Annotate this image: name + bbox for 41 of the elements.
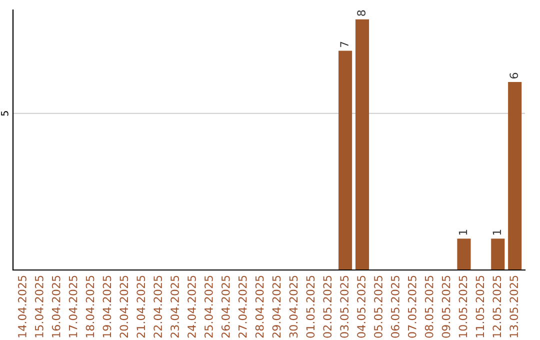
x-tick-label: 21.04.2025 — [136, 276, 146, 338]
x-tick-label: 22.04.2025 — [154, 276, 162, 338]
bar — [457, 238, 471, 270]
x-tick-label: 15.04.2025 — [34, 276, 44, 338]
bar — [491, 238, 505, 270]
x-tick-label: 20.04.2025 — [120, 276, 128, 338]
data-label: 1 — [492, 230, 501, 235]
x-tick-label: 27.04.2025 — [238, 276, 247, 338]
x-tick-label: 14.04.2025 — [18, 276, 26, 338]
bar — [508, 82, 522, 270]
x-tick-label: 23.04.2025 — [170, 276, 179, 338]
x-tick-label: 24.04.2025 — [188, 276, 196, 338]
x-tick-label: 05.05.2025 — [374, 276, 382, 338]
x-tick-label: 12.05.2025 — [492, 276, 502, 338]
x-tick-label: 16.04.2025 — [52, 276, 60, 338]
x-tick-label: 10.05.2025 — [458, 276, 468, 338]
x-tick-label: 01.05.2025 — [306, 276, 315, 338]
x-tick-label: 06.05.2025 — [390, 276, 400, 338]
x-tick-label: 09.05.2025 — [442, 276, 450, 338]
x-tick-label: 25.04.2025 — [204, 276, 213, 338]
x-tick-label: 04.05.2025 — [357, 276, 366, 338]
x-tick-label: 02.05.2025 — [323, 276, 332, 338]
x-tick-label: 29.04.2025 — [272, 276, 281, 338]
x-tick-label: 03.05.2025 — [340, 276, 349, 338]
x-tick-label: 08.05.2025 — [424, 276, 434, 338]
data-label: 1 — [458, 230, 468, 235]
data-label: 6 — [510, 72, 518, 78]
bar — [355, 19, 370, 270]
data-label: 8 — [357, 10, 366, 16]
ref-line-label: 5 — [1, 111, 8, 116]
x-tick-label: 11.05.2025 — [476, 276, 484, 338]
x-tick-label: 17.04.2025 — [68, 276, 78, 338]
data-label: 7 — [340, 42, 348, 48]
x-tick-label: 28.04.2025 — [255, 276, 264, 338]
x-tick-label: 13.05.2025 — [510, 276, 518, 338]
x-tick-label: 18.04.2025 — [86, 276, 94, 338]
x-tick-label: 30.04.2025 — [289, 276, 298, 338]
x-tick-label: 26.04.2025 — [221, 276, 230, 338]
bar — [338, 50, 352, 270]
x-tick-label: 19.04.2025 — [102, 276, 112, 338]
x-tick-label: 07.05.2025 — [408, 276, 416, 338]
